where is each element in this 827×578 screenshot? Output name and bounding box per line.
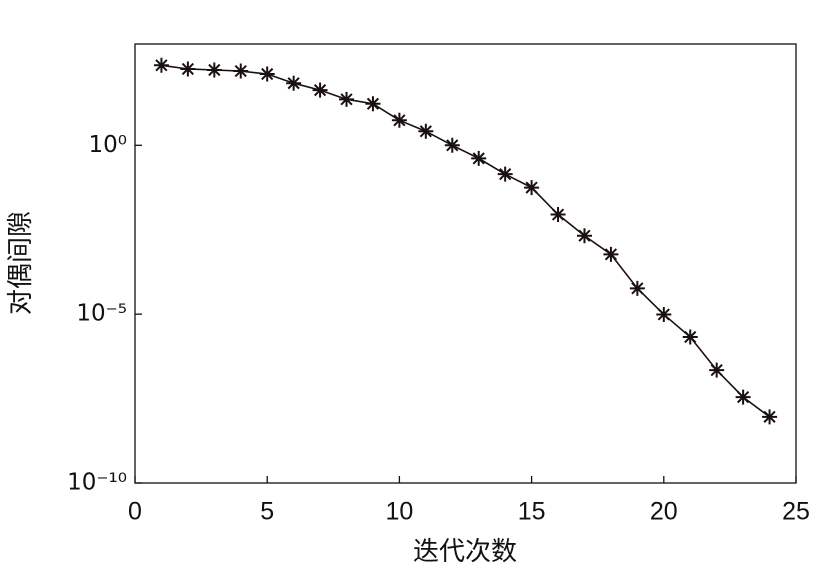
- x-tick-label: 15: [518, 498, 546, 526]
- marker: [471, 150, 487, 166]
- y-axis-title: 对偶间隙: [5, 211, 35, 315]
- marker: [550, 207, 566, 223]
- y-tick-label: 10⁰: [89, 132, 128, 158]
- marker: [524, 180, 540, 196]
- x-tick-label: 10: [385, 498, 413, 526]
- marker: [709, 362, 725, 378]
- marker: [233, 63, 249, 79]
- marker: [259, 66, 275, 82]
- marker: [497, 166, 513, 182]
- marker: [206, 62, 222, 78]
- x-tick-label: 25: [782, 498, 810, 526]
- marker: [735, 389, 751, 405]
- series-line: [161, 64, 771, 418]
- marker: [418, 123, 434, 139]
- marker: [365, 96, 381, 112]
- y-tick-label: 10⁻⁵: [76, 301, 127, 327]
- marker: [682, 329, 698, 345]
- x-tick-label: 0: [128, 498, 142, 526]
- x-axis-title: 迭代次数: [413, 536, 517, 566]
- marker: [180, 61, 196, 77]
- marker: [153, 57, 169, 73]
- y-tick-label: 10⁻¹⁰: [67, 470, 127, 496]
- plot-frame: [134, 43, 797, 484]
- x-tick-label: 20: [650, 498, 678, 526]
- marker: [286, 75, 302, 91]
- marker: [762, 409, 778, 425]
- marker: [576, 228, 592, 244]
- x-tick-label: 5: [260, 498, 274, 526]
- marker: [603, 246, 619, 262]
- marker: [312, 82, 328, 98]
- marker: [656, 306, 672, 322]
- marker: [339, 91, 355, 107]
- marker: [391, 112, 407, 128]
- marker: [629, 280, 645, 296]
- marker: [444, 137, 460, 153]
